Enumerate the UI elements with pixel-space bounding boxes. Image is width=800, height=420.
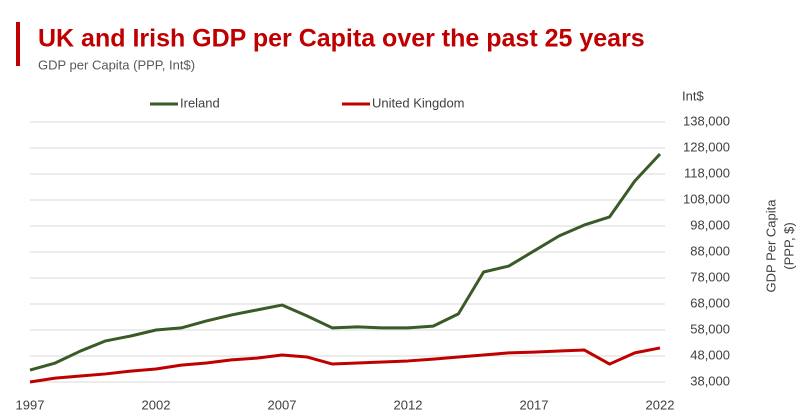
y-tick-label: 118,000 bbox=[684, 165, 730, 180]
legend-label: Ireland bbox=[180, 95, 220, 110]
y-tick-label: 88,000 bbox=[690, 243, 730, 258]
y-tick-label: 38,000 bbox=[690, 373, 730, 388]
y-tick-label: 108,000 bbox=[683, 191, 730, 206]
x-tick-label: 2002 bbox=[142, 397, 171, 412]
y-tick-label: 68,000 bbox=[690, 295, 730, 310]
x-tick-label: 2017 bbox=[520, 397, 549, 412]
chart-subtitle: GDP per Capita (PPP, Int$) bbox=[38, 57, 195, 72]
y-tick-label: 78,000 bbox=[690, 269, 730, 284]
x-tick-label: 2022 bbox=[646, 397, 675, 412]
chart-title: UK and Irish GDP per Capita over the pas… bbox=[38, 25, 645, 53]
y-tick-label: 98,000 bbox=[690, 217, 730, 232]
y-axis-title: GDP Per Capita bbox=[763, 199, 778, 293]
y-tick-label: 138,000 bbox=[683, 113, 730, 128]
y-tick-label: 58,000 bbox=[690, 321, 730, 336]
x-tick-label: 1997 bbox=[16, 397, 45, 412]
y-axis-title: (PPP, $) bbox=[781, 222, 796, 269]
legend-label: United Kingdom bbox=[372, 95, 465, 110]
x-tick-label: 2007 bbox=[268, 397, 297, 412]
x-tick-label: 2012 bbox=[394, 397, 423, 412]
title-bar bbox=[16, 22, 20, 66]
data-line bbox=[29, 346, 661, 384]
y-tick-label: 48,000 bbox=[690, 347, 730, 362]
data-line bbox=[29, 152, 662, 372]
y-unit: Int$ bbox=[682, 88, 704, 103]
y-tick-label: 128,000 bbox=[683, 139, 730, 154]
